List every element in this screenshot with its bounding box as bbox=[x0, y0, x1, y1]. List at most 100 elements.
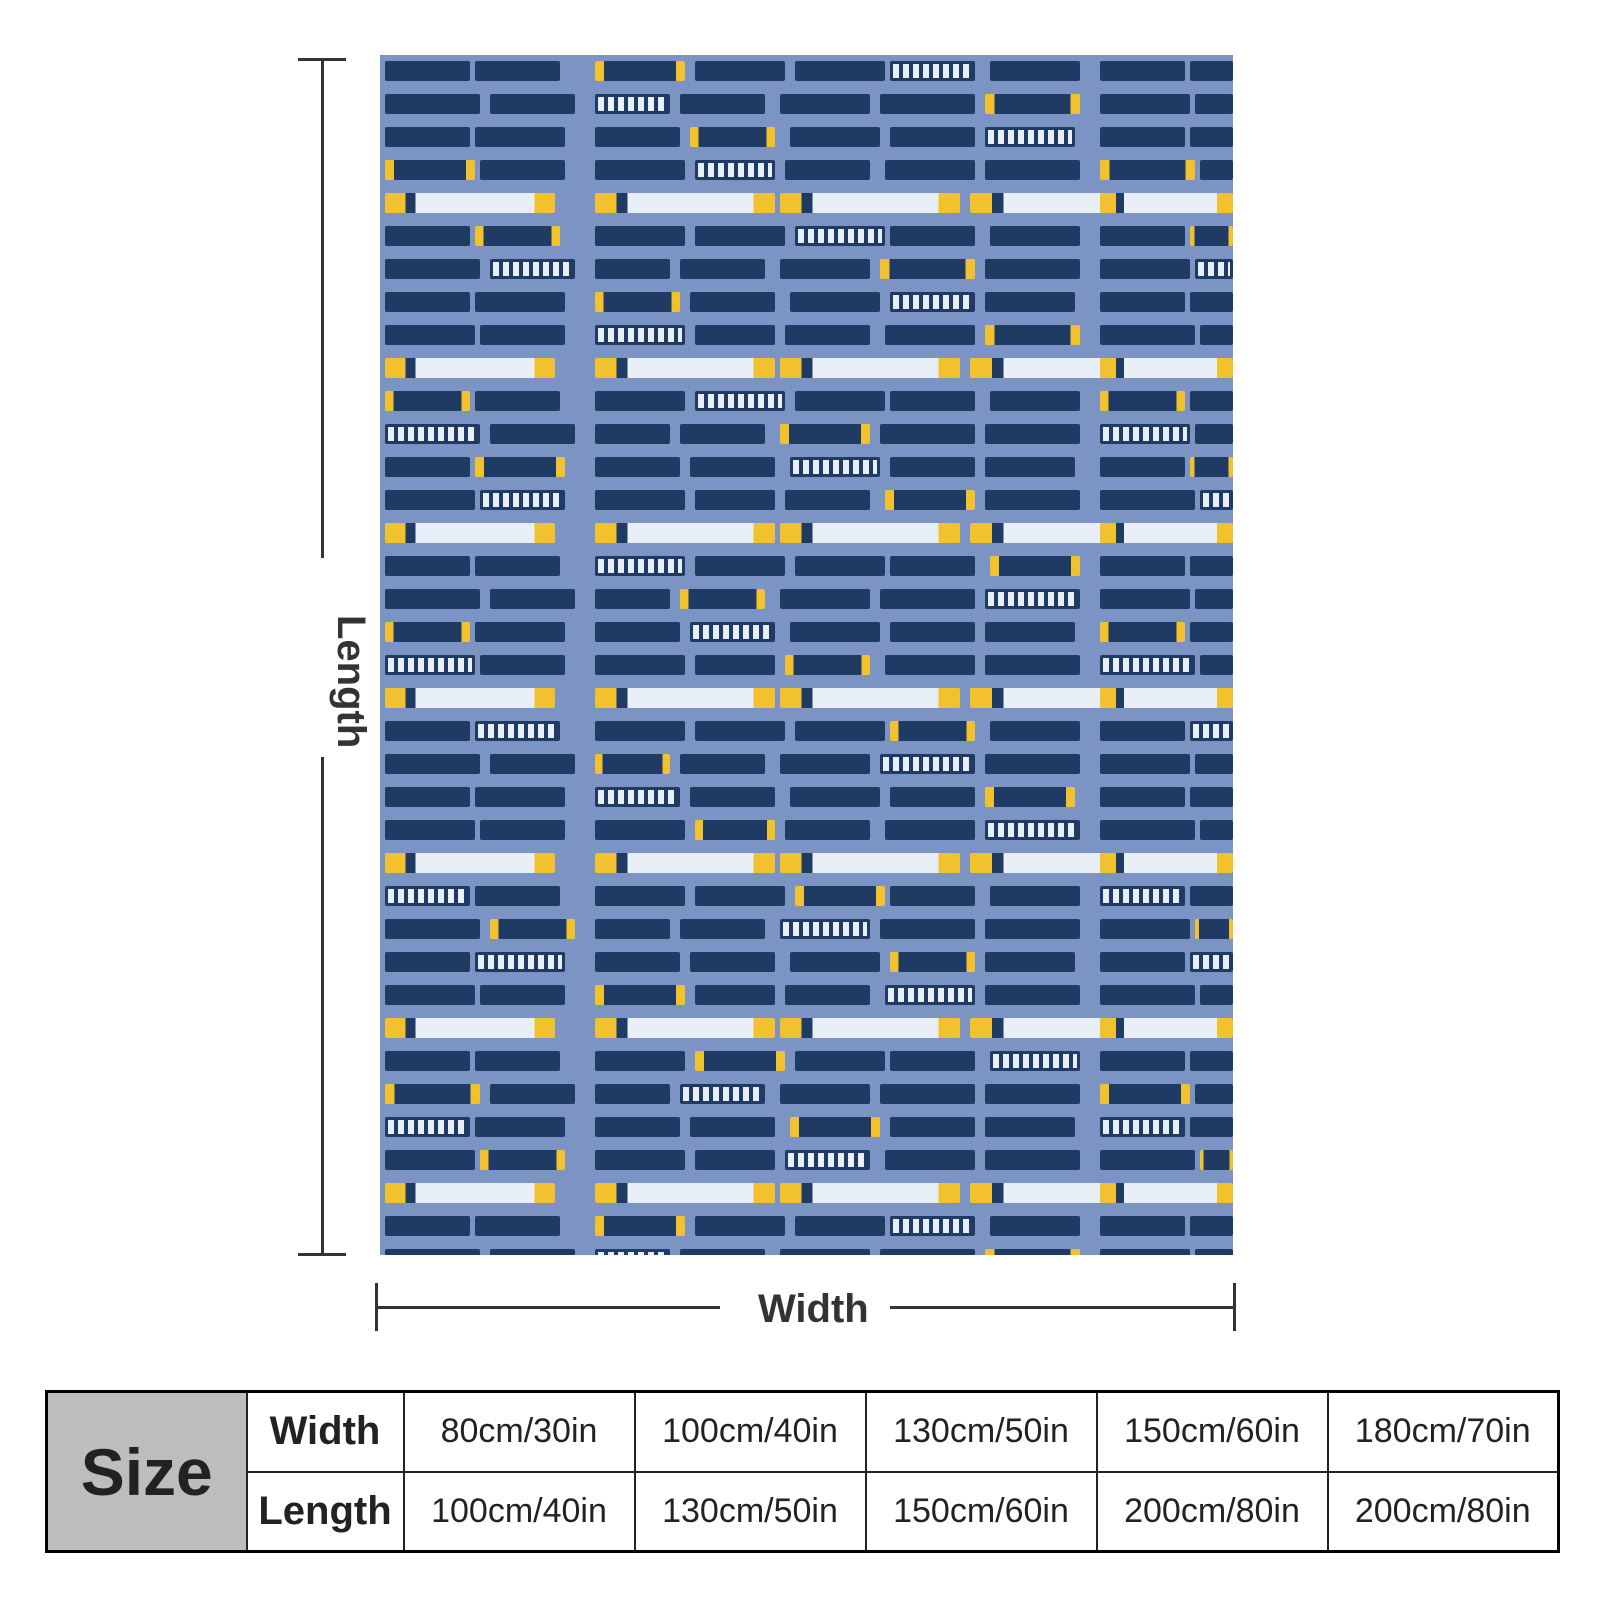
train-car bbox=[595, 1183, 775, 1203]
train-car bbox=[880, 1249, 975, 1255]
train-car bbox=[385, 1051, 470, 1071]
train-car bbox=[1200, 325, 1233, 345]
train-car bbox=[385, 424, 480, 444]
train-car bbox=[475, 622, 565, 642]
train-row bbox=[380, 1117, 1233, 1137]
train-car bbox=[1190, 127, 1233, 147]
train-car bbox=[480, 820, 565, 840]
train-car bbox=[790, 1117, 880, 1137]
width-cell: 150cm/60in bbox=[1095, 1390, 1329, 1473]
train-car bbox=[385, 1216, 470, 1236]
train-car bbox=[795, 1216, 885, 1236]
train-car bbox=[985, 820, 1080, 840]
train-car bbox=[1100, 952, 1185, 972]
train-car bbox=[1100, 919, 1190, 939]
train-car bbox=[385, 358, 555, 378]
train-car bbox=[595, 589, 670, 609]
train-car bbox=[990, 391, 1080, 411]
length-line-upper bbox=[321, 58, 324, 558]
train-car bbox=[1100, 853, 1233, 873]
train-car bbox=[1100, 523, 1233, 543]
train-car bbox=[1100, 589, 1190, 609]
train-car bbox=[695, 820, 775, 840]
train-car bbox=[985, 985, 1080, 1005]
train-row bbox=[380, 259, 1233, 279]
train-row bbox=[380, 787, 1233, 807]
train-car bbox=[795, 1051, 885, 1071]
train-car bbox=[885, 985, 975, 1005]
train-row bbox=[380, 589, 1233, 609]
train-car bbox=[385, 61, 470, 81]
train-car bbox=[1190, 787, 1233, 807]
train-car bbox=[1100, 1216, 1185, 1236]
train-car bbox=[595, 919, 670, 939]
width-row: Size Width 80cm/30in 100cm/40in 130cm/50… bbox=[45, 1390, 1560, 1553]
train-car bbox=[885, 160, 975, 180]
train-car bbox=[780, 688, 960, 708]
train-car bbox=[595, 655, 685, 675]
train-car bbox=[695, 1216, 785, 1236]
train-car bbox=[695, 490, 775, 510]
train-car bbox=[595, 952, 680, 972]
train-car bbox=[385, 1249, 480, 1255]
width-cell: 100cm/40in bbox=[633, 1390, 867, 1473]
train-car bbox=[385, 490, 475, 510]
train-car bbox=[1190, 292, 1233, 312]
train-car bbox=[890, 721, 975, 741]
train-car bbox=[985, 94, 1080, 114]
train-car bbox=[475, 457, 565, 477]
train-car bbox=[890, 556, 975, 576]
train-car bbox=[790, 622, 880, 642]
train-car bbox=[790, 952, 880, 972]
train-car bbox=[1100, 61, 1185, 81]
train-car bbox=[695, 655, 775, 675]
train-car bbox=[1100, 424, 1190, 444]
train-car bbox=[785, 490, 870, 510]
train-car bbox=[385, 193, 555, 213]
width-label: Width bbox=[740, 1285, 887, 1333]
train-car bbox=[385, 919, 480, 939]
train-car bbox=[1100, 325, 1195, 345]
train-row bbox=[380, 853, 1233, 873]
train-car bbox=[690, 787, 775, 807]
train-car bbox=[1195, 754, 1233, 774]
train-car bbox=[695, 886, 785, 906]
train-car bbox=[1100, 226, 1185, 246]
train-car bbox=[680, 424, 765, 444]
train-car bbox=[595, 1117, 680, 1137]
train-car bbox=[475, 292, 565, 312]
train-car bbox=[985, 655, 1080, 675]
width-line-left bbox=[375, 1306, 720, 1309]
train-car bbox=[490, 424, 575, 444]
train-car bbox=[890, 127, 975, 147]
train-car bbox=[1190, 1051, 1233, 1071]
train-car bbox=[385, 292, 470, 312]
train-car bbox=[780, 1249, 870, 1255]
train-car bbox=[595, 622, 680, 642]
train-car bbox=[1190, 721, 1233, 741]
train-car bbox=[480, 985, 565, 1005]
train-car bbox=[595, 325, 685, 345]
train-car bbox=[595, 457, 680, 477]
train-row bbox=[380, 1216, 1233, 1236]
train-row bbox=[380, 985, 1233, 1005]
train-car bbox=[490, 259, 575, 279]
train-car bbox=[680, 919, 765, 939]
train-row bbox=[380, 622, 1233, 642]
train-car bbox=[595, 688, 775, 708]
train-car bbox=[890, 61, 975, 81]
train-car bbox=[475, 1117, 565, 1137]
train-car bbox=[490, 589, 575, 609]
train-row bbox=[380, 127, 1233, 147]
train-car bbox=[385, 1150, 475, 1170]
size-header: Size bbox=[45, 1390, 248, 1553]
train-car bbox=[680, 259, 765, 279]
train-car bbox=[480, 490, 565, 510]
train-car bbox=[790, 457, 880, 477]
train-car bbox=[985, 919, 1080, 939]
train-car bbox=[595, 886, 685, 906]
length-line-lower bbox=[321, 757, 324, 1255]
train-car bbox=[690, 1117, 775, 1137]
train-car bbox=[1190, 226, 1233, 246]
train-row bbox=[380, 490, 1233, 510]
